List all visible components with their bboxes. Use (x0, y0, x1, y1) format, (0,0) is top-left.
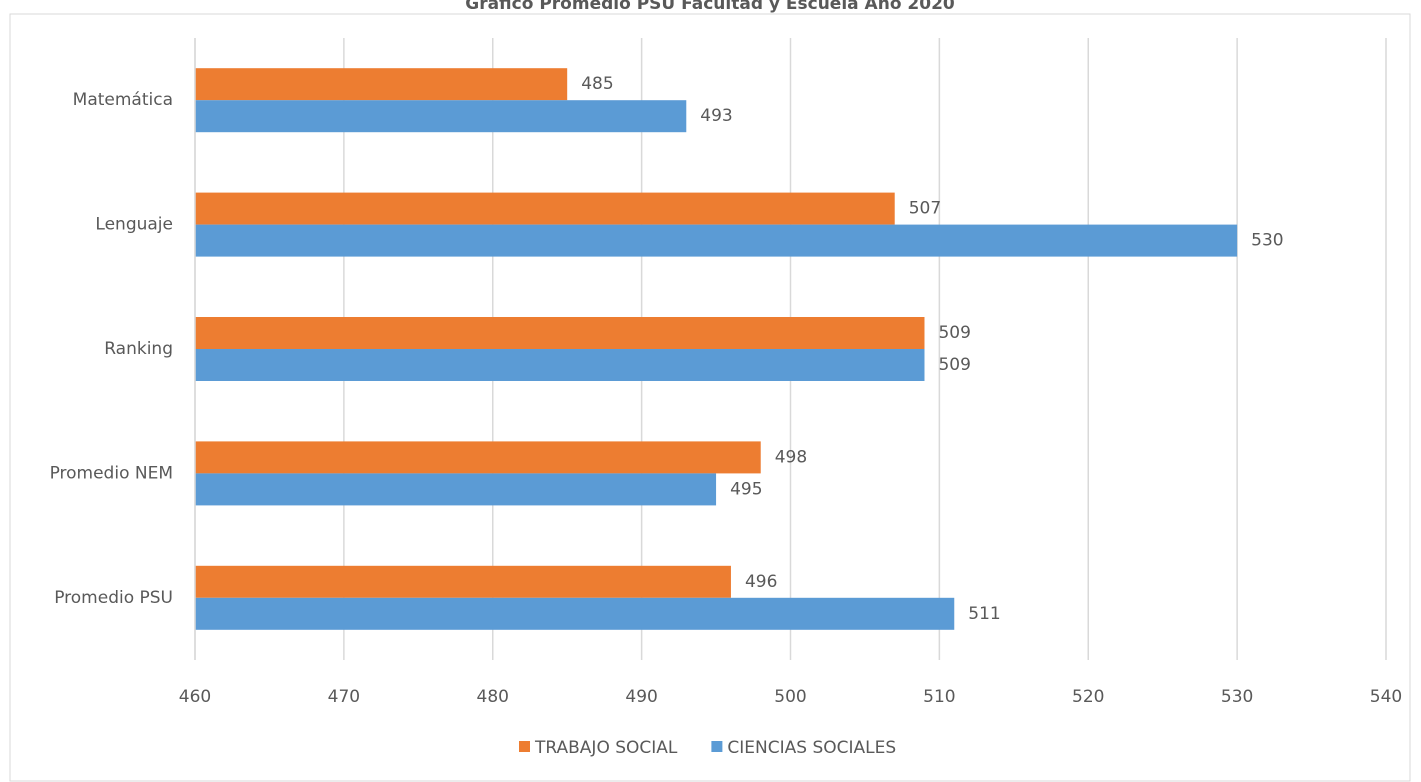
y-tick-label: Matemática (73, 90, 173, 110)
x-tick-label: 530 (1221, 687, 1253, 707)
legend-label: CIENCIAS SOCIALES (727, 738, 896, 758)
chart-title: Gráfico Promedio PSU Facultad y Escuela … (465, 0, 955, 14)
x-tick-label: 470 (328, 687, 360, 707)
value-label: 509 (938, 355, 970, 375)
y-tick-label: Ranking (104, 339, 173, 359)
value-label: 485 (581, 74, 613, 94)
x-tick-label: 520 (1072, 687, 1104, 707)
value-label: 496 (745, 572, 777, 592)
bar (195, 224, 1238, 257)
bar (195, 565, 731, 598)
bar (195, 100, 687, 133)
legend-label: TRABAJO SOCIAL (534, 738, 678, 758)
y-tick-label: Lenguaje (95, 215, 173, 235)
bar (195, 192, 895, 225)
x-tick-label: 480 (477, 687, 509, 707)
value-label: 495 (730, 479, 762, 499)
y-tick-label: Promedio NEM (50, 463, 173, 483)
legend-swatch (519, 741, 530, 752)
bar (195, 441, 761, 474)
value-label: 498 (775, 447, 807, 467)
value-label: 493 (700, 106, 732, 126)
value-label: 507 (909, 199, 941, 219)
legend-swatch (711, 741, 723, 752)
x-tick-label: 510 (923, 687, 955, 707)
value-label: 509 (938, 323, 970, 343)
x-tick-label: 460 (179, 687, 211, 707)
chart-frame (9, 13, 1411, 782)
bar (195, 349, 925, 381)
value-label: 530 (1251, 231, 1283, 251)
value-label: 511 (968, 604, 1000, 624)
bar (195, 473, 717, 506)
bar (195, 317, 925, 349)
bar (195, 68, 568, 101)
x-tick-label: 490 (625, 687, 657, 707)
x-tick-label: 500 (774, 687, 806, 707)
x-tick-label: 540 (1370, 687, 1402, 707)
y-tick-label: Promedio PSU (54, 588, 173, 608)
bar (195, 597, 955, 630)
